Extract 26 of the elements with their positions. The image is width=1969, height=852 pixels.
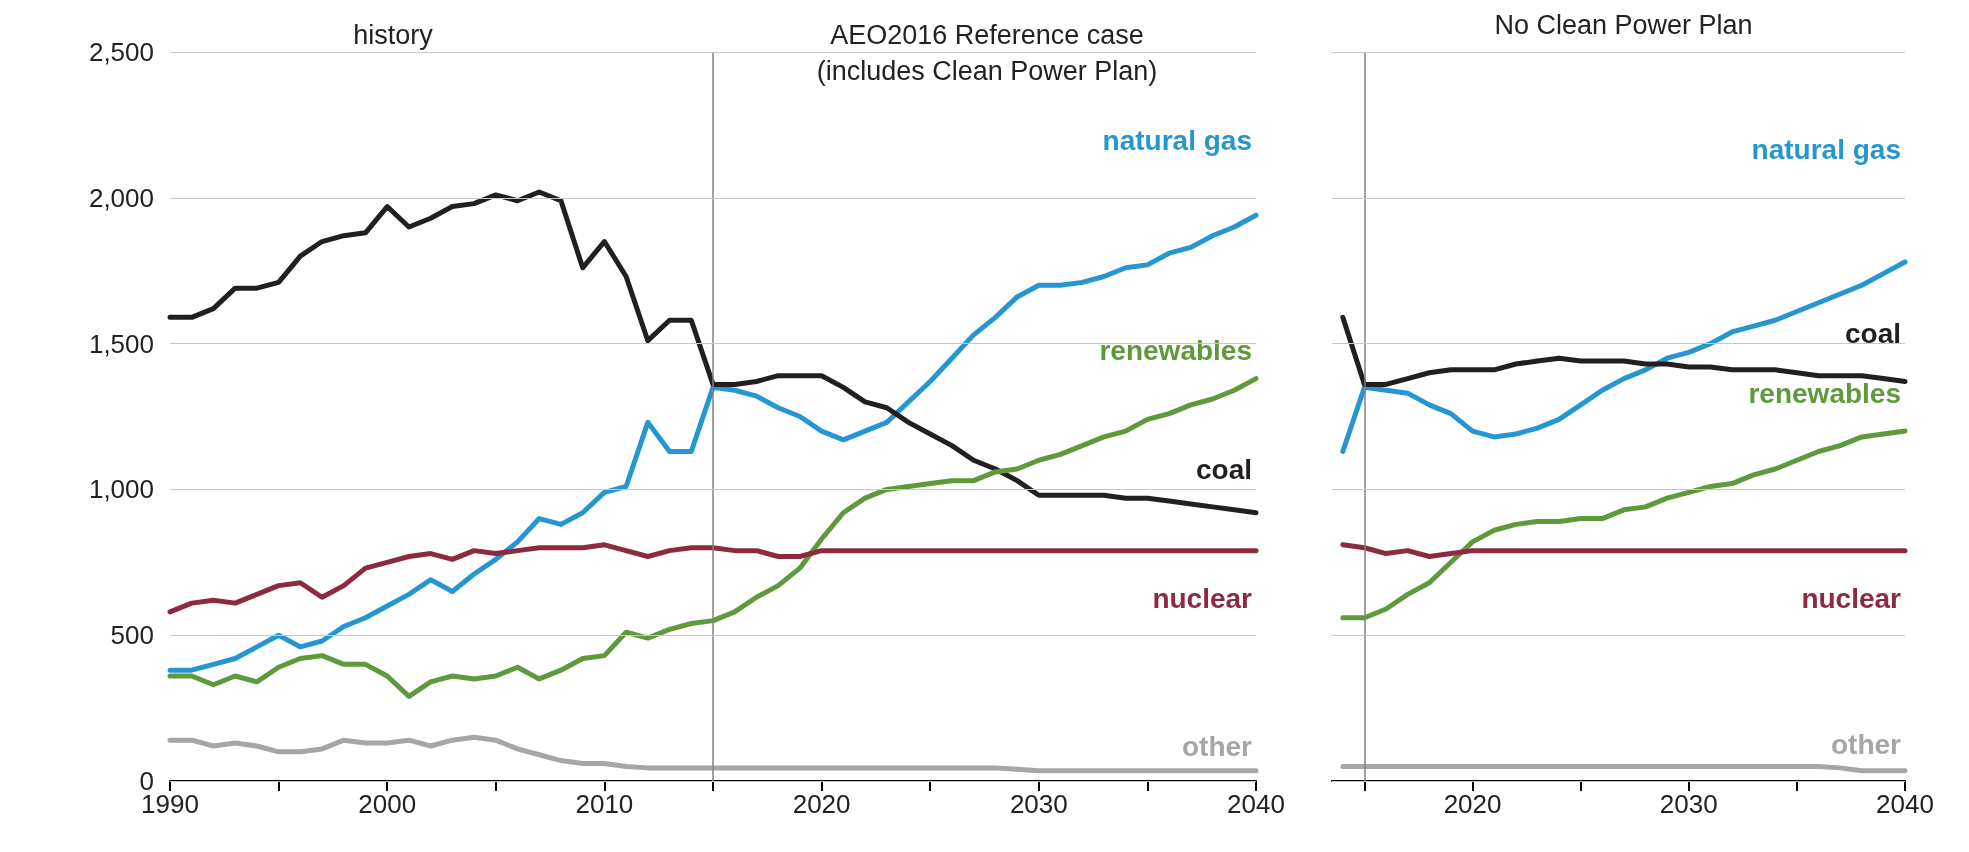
x-tick-label: 2020: [792, 789, 851, 819]
text: natural gas: [1751, 134, 1901, 166]
y-tick-label: 1,500: [88, 328, 154, 359]
x-tick-label: 2000: [358, 789, 417, 819]
x-tick-label: 2020: [1443, 789, 1502, 819]
x-tick-label: 2030: [1659, 789, 1718, 819]
series-label: other: [1182, 731, 1253, 763]
x-tick-label: 2010: [575, 789, 634, 819]
series-label: coal: [1195, 454, 1252, 486]
series-label: renewables: [1099, 335, 1252, 367]
chart-title: No Clean Power Plan: [1494, 9, 1753, 40]
text: history: [353, 20, 434, 51]
x-tick-label: 2040: [1876, 789, 1934, 819]
series-label: renewables: [1748, 377, 1901, 409]
series-label: nuclear: [1152, 583, 1253, 615]
y-tick-label: 1,000: [88, 474, 154, 505]
series-label: other: [1831, 729, 1902, 761]
series-label: coal: [1844, 318, 1901, 350]
x-tick-label: 2030: [1009, 789, 1068, 819]
series-label: nuclear: [1801, 583, 1902, 615]
x-tick-label: 2040: [1227, 789, 1285, 819]
annotation: AEO2016 Reference case (includes Clean Power Plan): [816, 20, 1158, 87]
y-tick-label: 2,000: [88, 182, 154, 213]
y-tick-label: 2,500: [88, 37, 154, 67]
y-tick-label: 500: [110, 620, 154, 651]
text: natural gas: [1102, 124, 1252, 156]
